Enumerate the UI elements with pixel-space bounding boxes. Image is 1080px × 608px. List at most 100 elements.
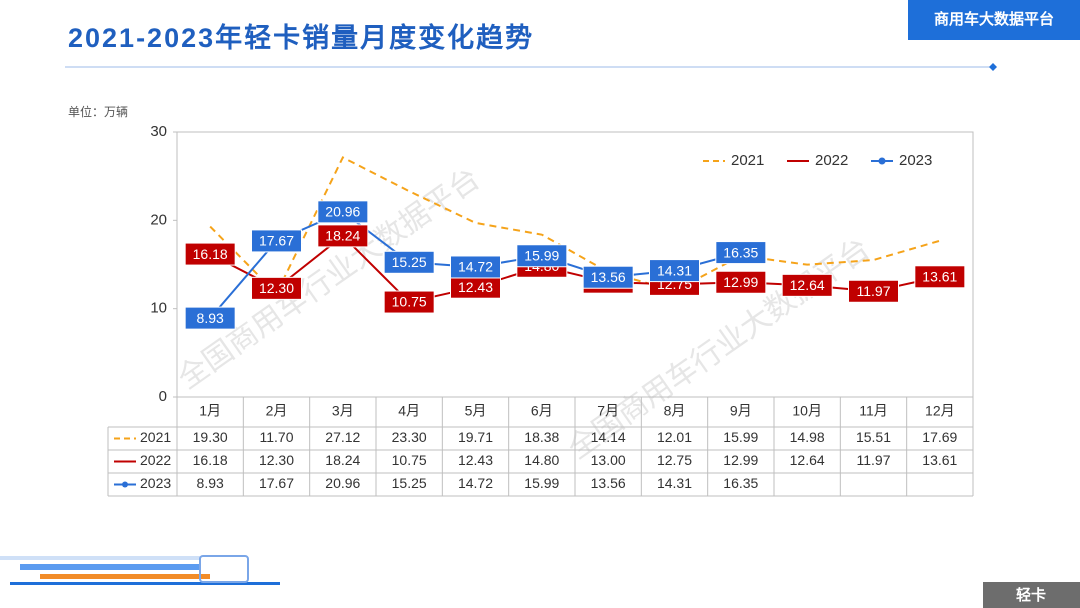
table-cell: 16.35 — [723, 475, 758, 491]
table-cell: 13.00 — [591, 452, 626, 468]
table-cell: 18.38 — [524, 429, 559, 445]
data-label: 11.97 — [857, 283, 891, 299]
data-label: 16.18 — [193, 246, 228, 262]
data-label-box — [184, 306, 236, 330]
data-label: 15.99 — [524, 247, 559, 263]
data-label-box — [848, 279, 899, 303]
data-label-box — [383, 290, 435, 314]
data-label-box — [317, 224, 369, 248]
x-tick-label: 1月 — [199, 403, 221, 419]
table-cell: 12.30 — [259, 452, 294, 468]
data-label: 13.56 — [591, 269, 626, 285]
table-cell: 17.67 — [259, 475, 294, 491]
x-tick-label: 9月 — [730, 403, 752, 419]
series-line — [209, 156, 941, 296]
table-cell: 19.71 — [458, 429, 493, 445]
x-tick-label: 8月 — [664, 403, 686, 419]
table-cell: 12.43 — [458, 452, 493, 468]
table-cell: 15.99 — [524, 475, 559, 491]
data-label: 12.99 — [723, 274, 758, 290]
table-cell: 18.24 — [325, 452, 360, 468]
footer-tag-bg — [983, 582, 1080, 608]
table-cell: 10.75 — [392, 452, 427, 468]
data-label: 8.93 — [197, 310, 224, 326]
table-cell: 8.93 — [197, 475, 224, 491]
table-cell: 14.80 — [524, 452, 559, 468]
x-tick-label: 12月 — [925, 403, 955, 419]
data-label-box — [516, 244, 568, 268]
table-cell: 12.99 — [723, 452, 758, 468]
table-cell: 17.69 — [922, 429, 957, 445]
x-tick-label: 5月 — [465, 403, 487, 419]
data-label: 17.67 — [259, 233, 294, 249]
table-cell: 13.61 — [922, 452, 957, 468]
x-tick-label: 11月 — [859, 403, 888, 419]
y-tick-label: 20 — [150, 211, 167, 228]
table-row-label: 2023 — [140, 475, 171, 491]
y-tick-label: 0 — [159, 388, 167, 405]
data-label: 10.75 — [392, 294, 427, 310]
data-label-box — [383, 250, 435, 274]
data-label-box — [715, 270, 767, 294]
table-cell: 12.64 — [790, 452, 825, 468]
legend-label: 2023 — [899, 152, 932, 169]
data-label-box — [914, 265, 966, 289]
table-cell: 11.70 — [260, 429, 294, 445]
data-label-box — [317, 200, 369, 224]
x-tick-label: 10月 — [792, 403, 822, 419]
table-cell: 13.56 — [591, 475, 626, 491]
data-label: 13.61 — [922, 268, 957, 284]
data-label: 14.72 — [458, 259, 493, 275]
data-label-box — [715, 241, 767, 265]
table-cell: 27.12 — [325, 429, 360, 445]
x-tick-label: 7月 — [597, 403, 619, 419]
data-label: 18.24 — [325, 228, 360, 244]
table-row-label: 2021 — [140, 429, 171, 445]
data-label-box — [781, 273, 833, 297]
table-cell: 12.75 — [657, 452, 692, 468]
y-tick-label: 30 — [150, 123, 167, 140]
x-tick-label: 2月 — [266, 403, 288, 419]
table-cell: 15.25 — [392, 475, 427, 491]
data-label-box — [450, 255, 501, 279]
x-tick-label: 4月 — [398, 403, 420, 419]
x-tick-label: 3月 — [332, 403, 354, 419]
table-cell: 11.97 — [857, 452, 891, 468]
data-label-box — [582, 265, 634, 289]
data-label-box — [649, 259, 700, 283]
table-cell: 14.72 — [458, 475, 493, 491]
table-key-marker — [122, 481, 128, 488]
legend-label: 2022 — [815, 152, 848, 169]
truck-decoration — [0, 555, 280, 585]
data-label: 15.25 — [392, 254, 427, 270]
legend-label: 2021 — [731, 152, 764, 169]
data-label-box — [251, 229, 302, 253]
data-label: 12.64 — [790, 277, 825, 293]
data-label: 12.30 — [259, 280, 294, 296]
table-cell: 12.01 — [657, 429, 692, 445]
legend-marker — [878, 157, 886, 165]
y-tick-label: 10 — [150, 300, 167, 317]
table-cell: 19.30 — [193, 429, 228, 445]
data-label: 16.35 — [723, 244, 758, 260]
table-cell: 14.98 — [790, 429, 825, 445]
data-label-box — [184, 242, 236, 266]
rule-end — [989, 63, 997, 71]
unit-label: 单位：万辆 — [68, 104, 128, 119]
table-cell: 14.14 — [591, 429, 626, 445]
footer-tag: 轻卡 — [1016, 586, 1046, 604]
data-label: 12.43 — [458, 279, 493, 295]
data-label: 20.96 — [325, 204, 360, 220]
table-row-label: 2022 — [140, 452, 171, 468]
table-cell: 15.51 — [856, 429, 891, 445]
table-cell: 14.31 — [657, 475, 692, 491]
table-cell: 15.99 — [723, 429, 758, 445]
header-tag: 商用车大数据平台 — [934, 10, 1054, 28]
data-label: 14.31 — [657, 262, 692, 278]
table-cell: 23.30 — [392, 429, 427, 445]
chart-title: 2021-2023年轻卡销量月度变化趋势 — [68, 22, 534, 53]
header-tag-bg — [908, 0, 1080, 40]
table-cell: 20.96 — [325, 475, 360, 491]
